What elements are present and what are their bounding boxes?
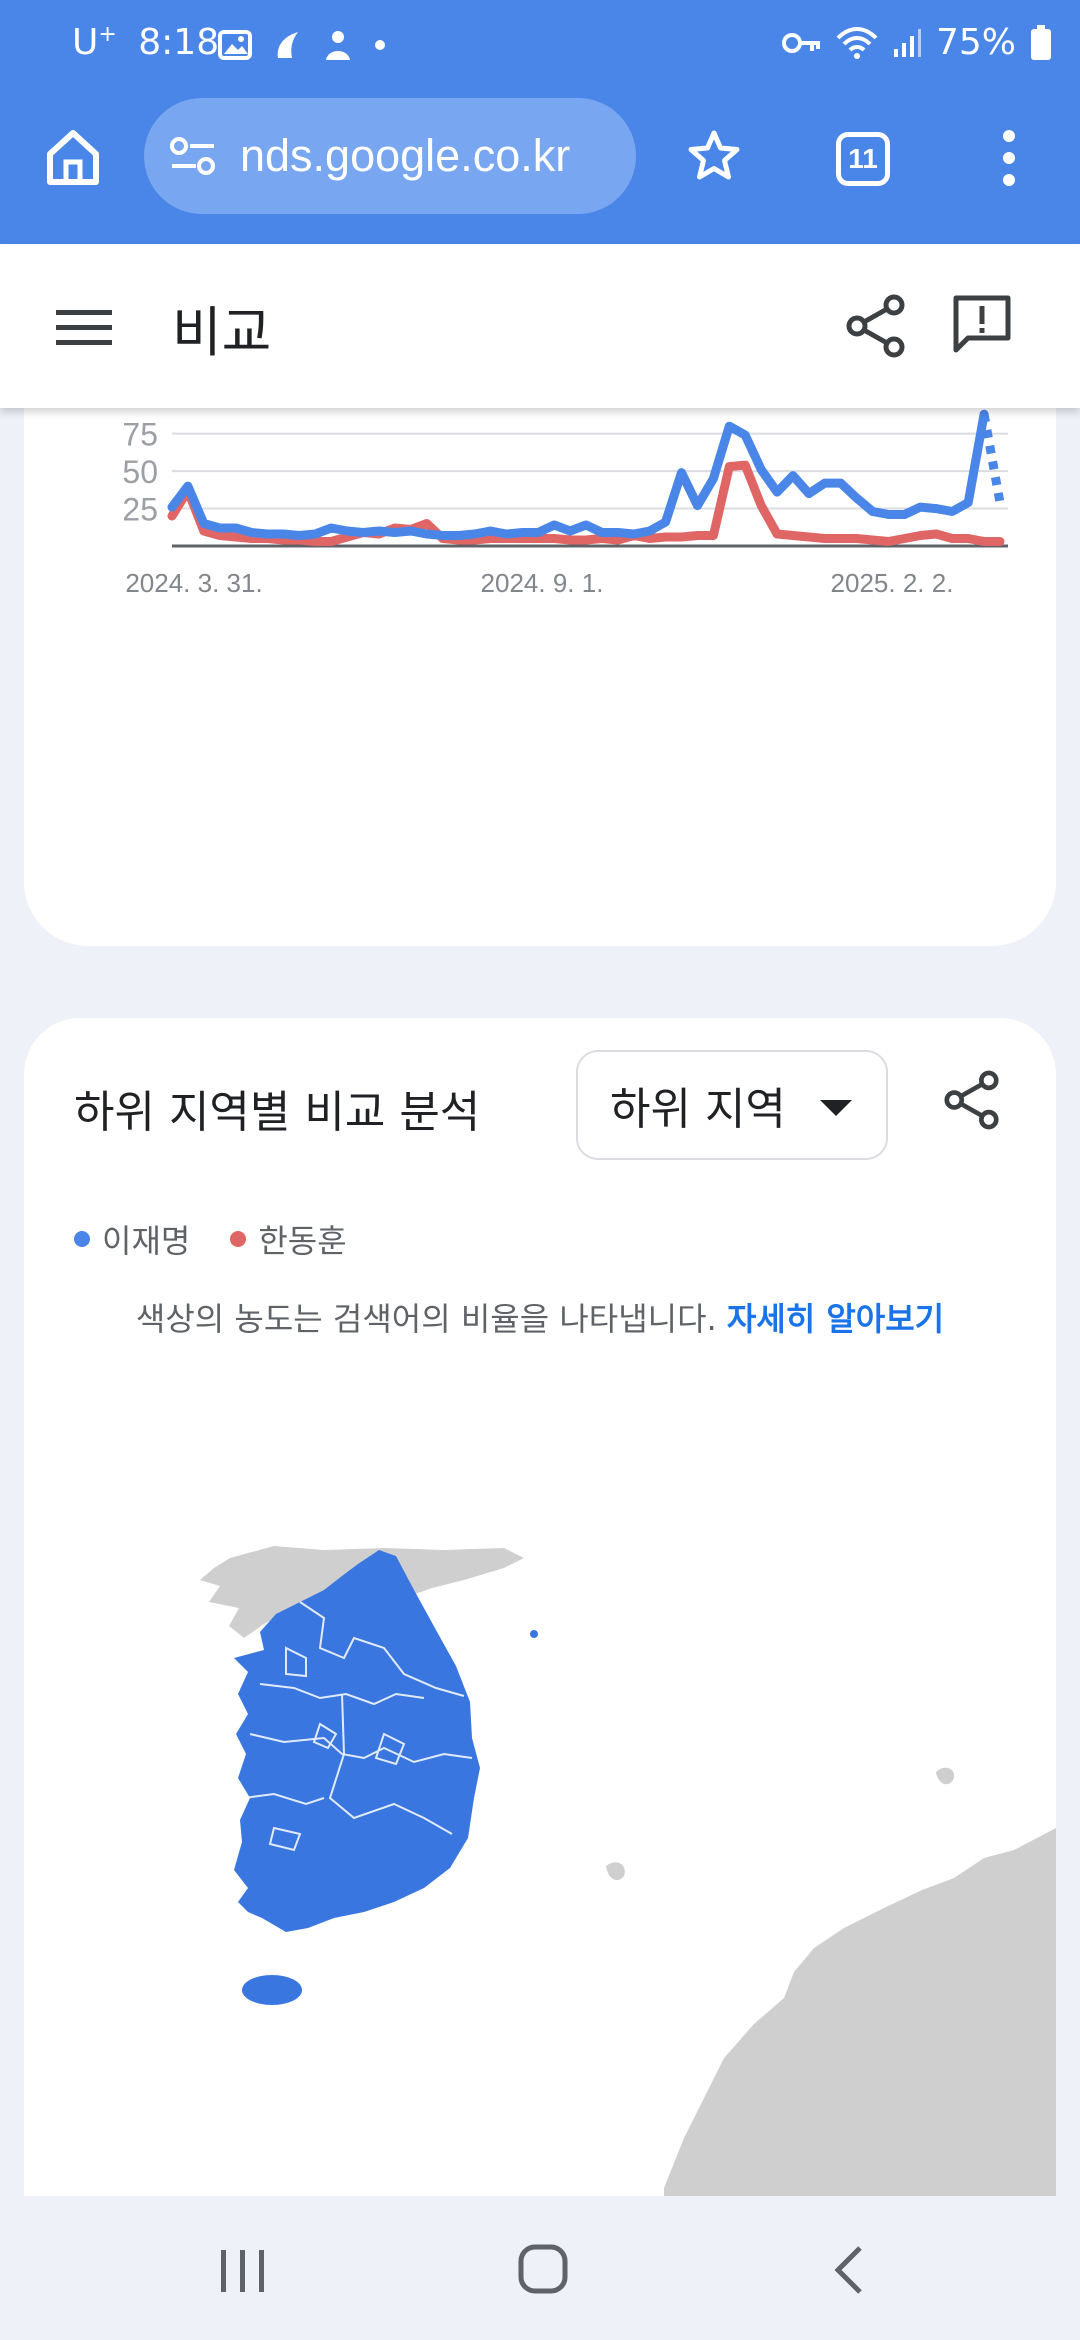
region-comparison-card: 하위 지역별 비교 분석 하위 지역 이재명 한동훈 색상의 농도는 검색어의 … [24, 1018, 1056, 2218]
key-icon [781, 32, 820, 53]
province-borders [243, 1601, 473, 1852]
legend-label-lee: 이재명 [102, 1222, 191, 1260]
hamburger-menu-icon[interactable] [56, 310, 112, 346]
legend-label-han: 한동훈 [258, 1222, 347, 1260]
legend-item-lee: 이재명 [74, 1216, 190, 1262]
gallery-icon [218, 30, 252, 60]
note-text: 색상의 농도는 검색어의 비율을 나타냅니다. [135, 1300, 717, 1338]
y-tick-label-25: 25 [122, 492, 158, 528]
status-bar: U+ 8:18 75% [0, 0, 1080, 96]
series-line-han [167, 460, 1005, 546]
series-line-lee [167, 409, 989, 540]
site-settings-icon[interactable] [170, 136, 216, 176]
home-icon[interactable] [42, 126, 104, 188]
wifi-icon [836, 26, 878, 59]
series-line-lee-partial [979, 413, 1005, 504]
region-section-title: 하위 지역별 비교 분석 [74, 1087, 481, 1138]
legend-dot-lee [74, 1231, 90, 1247]
dropdown-caret-icon [820, 1100, 852, 1116]
map-island-east-2 [606, 1862, 625, 1881]
interest-over-time-card: 25 50 75 2024. 3. 31. 2024. 9. 1. 2025. 2. 2. [24, 360, 1056, 946]
battery-percent: 75% [935, 22, 1016, 63]
carrier-sup: + [98, 22, 117, 47]
map-island-east [936, 1767, 955, 1785]
x-tick-label-2: 2025. 2. 2. [831, 568, 954, 598]
map-island-ulleung [530, 1630, 538, 1638]
app-notification-icon [277, 32, 298, 58]
map-region-mainland[interactable] [234, 1550, 480, 1932]
signal-icon [893, 28, 921, 57]
map-region-jeju[interactable] [242, 1975, 302, 2005]
legend-dot-han [230, 1231, 247, 1247]
color-intensity-note: 색상의 농도는 검색어의 비율을 나타냅니다. 자세히 알아보기 [24, 1294, 1056, 1340]
share-icon[interactable] [846, 294, 906, 358]
status-time-wrap: U+ 8:18 [72, 22, 219, 63]
legend-item-han: 한동훈 [230, 1216, 347, 1262]
dot-icon [375, 40, 385, 50]
region-share-icon[interactable] [944, 1070, 1000, 1130]
region-dropdown-value: 하위 지역 [610, 1084, 786, 1135]
carrier-label: U [72, 22, 99, 63]
battery-icon [1031, 24, 1051, 60]
home-nav-icon[interactable] [518, 2244, 568, 2294]
x-tick-label-0: 2024. 3. 31. [125, 568, 262, 598]
more-menu-icon[interactable] [994, 128, 1024, 188]
tab-switcher-button[interactable]: 11 [836, 132, 890, 186]
korea-region-map[interactable] [24, 1498, 1056, 2218]
map-legend: 이재명 한동훈 [74, 1216, 347, 1262]
region-level-dropdown[interactable]: 하위 지역 [576, 1050, 888, 1160]
app-header: 비교 [0, 244, 1080, 408]
back-nav-icon[interactable] [830, 2244, 866, 2296]
system-nav-bar [0, 2196, 1080, 2340]
clock: 8:18 [138, 22, 220, 63]
browser-toolbar: nds.google.co.kr 11 [0, 96, 1080, 244]
x-tick-label-1: 2024. 9. 1. [481, 568, 604, 598]
address-bar[interactable]: nds.google.co.kr [144, 98, 636, 214]
y-tick-label-50: 50 [122, 454, 158, 490]
bookmark-star-icon[interactable] [686, 128, 742, 184]
feedback-icon[interactable] [950, 292, 1014, 356]
page-title: 비교 [172, 301, 272, 364]
map-neighbor-east [664, 1828, 1056, 2218]
app-notification-icon-2 [326, 31, 350, 60]
y-tick-label-75: 75 [122, 417, 158, 453]
recent-apps-icon[interactable] [218, 2248, 268, 2294]
url-text: nds.google.co.kr [240, 130, 571, 181]
learn-more-link[interactable]: 자세히 알아보기 [726, 1300, 945, 1338]
